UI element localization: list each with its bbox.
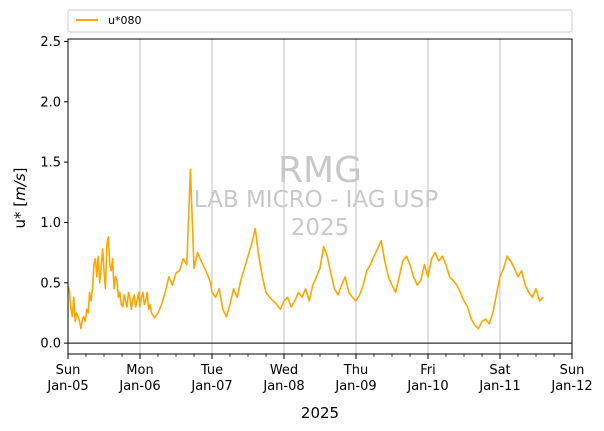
y-axis-title: u* [m/s] — [11, 168, 29, 229]
x-tick-label-day: Thu — [343, 363, 368, 378]
watermark-line2: LAB MICRO - IAG USP — [194, 187, 439, 213]
watermark: RMG LAB MICRO - IAG USP 2025 — [194, 150, 439, 241]
x-tick-label-day: Sun — [560, 363, 585, 378]
x-tick-label-date: Jan-10 — [406, 379, 448, 394]
y-tick-label: 1.5 — [40, 156, 61, 171]
x-tick-label-date: Jan-08 — [262, 379, 304, 394]
series-line-u080 — [67, 168, 544, 330]
plot-area: 0.00.51.01.52.02.5SunJan-05MonJan-06TueJ… — [40, 35, 592, 394]
y-axis-title-end: ] — [11, 168, 29, 174]
y-tick-label: 2.0 — [40, 95, 61, 110]
watermark-line3: 2025 — [291, 215, 350, 241]
x-tick-label-day: Sat — [489, 363, 510, 378]
x-tick-label-date: Jan-06 — [118, 379, 160, 394]
x-tick-label-date: Jan-12 — [550, 379, 592, 394]
legend: u*080 — [67, 9, 573, 33]
y-tick-label: 0.5 — [40, 276, 61, 291]
y-axis-title-unit: m/s — [11, 173, 29, 201]
y-tick-label: 0.0 — [40, 337, 61, 352]
watermark-line1: RMG — [278, 150, 362, 191]
x-tick-label-day: Wed — [270, 363, 298, 378]
x-tick-label-day: Sun — [56, 363, 81, 378]
x-tick-label-day: Tue — [200, 363, 223, 378]
x-tick-label-day: Mon — [126, 363, 153, 378]
legend-label: u*080 — [108, 14, 141, 27]
x-tick-label-date: Jan-07 — [190, 379, 232, 394]
x-axis-title: 2025 — [301, 404, 339, 422]
x-tick-label-date: Jan-09 — [334, 379, 376, 394]
y-tick-label: 2.5 — [40, 35, 61, 50]
y-tick-label: 1.0 — [40, 216, 61, 231]
y-axis-title-main: u* [ — [11, 201, 29, 229]
x-tick-label-date: Jan-11 — [478, 379, 520, 394]
legend-frame — [67, 9, 573, 33]
x-tick-label-day: Fri — [420, 363, 436, 378]
x-tick-label-date: Jan-05 — [46, 379, 88, 394]
